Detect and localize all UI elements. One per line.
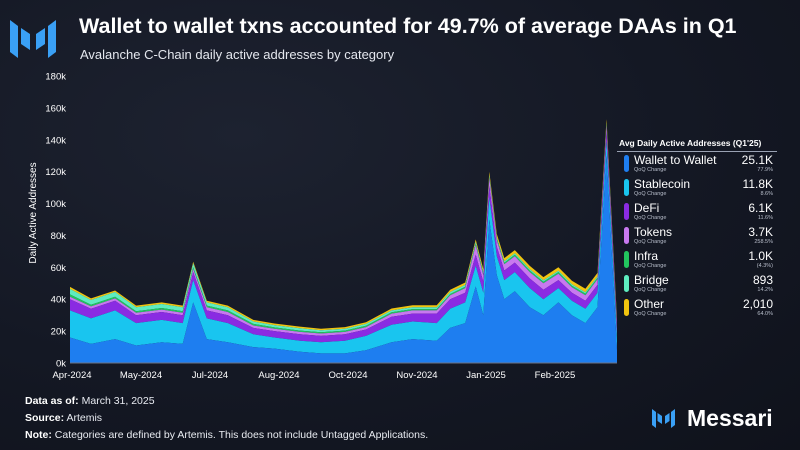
legend-item-bridge: Bridge QoQ Change 893 14.2% bbox=[617, 272, 777, 296]
legend-label: Wallet to Wallet bbox=[634, 153, 717, 167]
y-tick-label: 140k bbox=[45, 135, 66, 146]
legend-title: Avg Daily Active Addresses (Q1'25) bbox=[617, 138, 777, 152]
legend-sublabel: QoQ Change bbox=[634, 287, 667, 293]
legend-value: 11.8K bbox=[742, 177, 773, 191]
legend-item-tokens: Tokens QoQ Change 3.7K 258.5% bbox=[617, 224, 777, 248]
legend-swatch bbox=[624, 299, 629, 316]
legend-change: 11.6% bbox=[757, 215, 773, 221]
footer-note-label: Note: bbox=[25, 429, 52, 441]
legend-item-stablecoin: Stablecoin QoQ Change 11.8K 8.6% bbox=[617, 176, 777, 200]
y-tick-label: 60k bbox=[51, 263, 67, 274]
legend-label: Bridge bbox=[634, 273, 669, 287]
legend-sublabel: QoQ Change bbox=[634, 215, 667, 221]
brand-name: Messari bbox=[687, 405, 773, 431]
legend-sublabel: QoQ Change bbox=[634, 263, 667, 269]
legend-swatch bbox=[624, 251, 629, 268]
legend-sublabel: QoQ Change bbox=[634, 311, 667, 317]
footer-note: Note: Categories are defined by Artemis.… bbox=[25, 429, 428, 441]
area-series-stablecoin bbox=[70, 141, 617, 354]
legend-value: 3.7K bbox=[748, 225, 773, 239]
legend-value: 893 bbox=[752, 273, 773, 287]
legend-label: DeFi bbox=[634, 201, 660, 215]
legend-change: 77.9% bbox=[757, 167, 773, 173]
legend-sublabel: QoQ Change bbox=[634, 239, 667, 245]
legend-item-other: Other QoQ Change 2,010 64.0% bbox=[617, 296, 777, 320]
legend-change: (4.3%) bbox=[756, 263, 773, 269]
footer-source-label: Source: bbox=[25, 412, 65, 424]
y-tick-label: 100k bbox=[45, 199, 66, 210]
legend-change: 8.6% bbox=[760, 191, 773, 197]
area-series-wallet-to-wallet bbox=[70, 155, 617, 363]
legend-swatch bbox=[624, 203, 629, 220]
footer-note-value: Categories are defined by Artemis. This … bbox=[54, 429, 429, 441]
page-title: Wallet to wallet txns accounted for 49.7… bbox=[79, 14, 737, 38]
legend-value: 2,010 bbox=[742, 297, 773, 311]
x-tick-label: Jul-2024 bbox=[192, 370, 228, 381]
legend-swatch bbox=[624, 227, 629, 244]
footer-data-as-of: Data as of: March 31, 2025 bbox=[25, 395, 155, 407]
y-tick-label: 80k bbox=[51, 231, 67, 242]
y-tick-label: 160k bbox=[45, 103, 66, 114]
legend-swatch bbox=[624, 275, 629, 292]
legend-label: Infra bbox=[634, 249, 659, 263]
legend-change: 258.5% bbox=[754, 239, 773, 245]
legend: Avg Daily Active Addresses (Q1'25) Walle… bbox=[617, 138, 777, 320]
legend-value: 6.1K bbox=[748, 201, 773, 215]
y-axis-label: Daily Active Addresses bbox=[28, 162, 39, 263]
legend-label: Stablecoin bbox=[634, 177, 691, 191]
legend-change: 14.2% bbox=[757, 287, 773, 293]
x-tick-label: May-2024 bbox=[120, 370, 162, 381]
legend-sublabel: QoQ Change bbox=[634, 191, 667, 197]
page-subtitle: Avalanche C-Chain daily active addresses… bbox=[80, 47, 395, 62]
y-tick-label: 180k bbox=[45, 72, 66, 83]
messari-logo-icon bbox=[10, 20, 56, 58]
legend-item-wallet-to-wallet: Wallet to Wallet QoQ Change 25.1K 77.9% bbox=[617, 152, 777, 176]
x-tick-label: Nov-2024 bbox=[396, 370, 437, 381]
x-tick-label: Aug-2024 bbox=[258, 370, 299, 381]
legend-label: Other bbox=[634, 297, 665, 311]
legend-label: Tokens bbox=[634, 225, 673, 239]
legend-value: 25.1K bbox=[741, 153, 773, 167]
footer-source-value: Artemis bbox=[66, 412, 103, 424]
y-tick-label: 120k bbox=[45, 167, 66, 178]
footer-data-label: Data as of: bbox=[25, 395, 79, 407]
legend-item-defi: DeFi QoQ Change 6.1K 11.6% bbox=[617, 200, 777, 224]
y-tick-label: 40k bbox=[51, 295, 67, 306]
y-tick-label: 20k bbox=[51, 327, 67, 338]
x-tick-label: Apr-2024 bbox=[52, 370, 91, 381]
legend-item-infra: Infra QoQ Change 1.0K (4.3%) bbox=[617, 248, 777, 272]
x-tick-label: Jan-2025 bbox=[466, 370, 506, 381]
legend-change: 64.0% bbox=[757, 311, 773, 317]
messari-logo-icon bbox=[652, 409, 675, 428]
legend-sublabel: QoQ Change bbox=[634, 167, 667, 173]
x-tick-label: Feb-2025 bbox=[535, 370, 576, 381]
footer-data-value: March 31, 2025 bbox=[81, 395, 155, 407]
legend-value: 1.0K bbox=[748, 249, 773, 263]
legend-swatch bbox=[624, 155, 629, 172]
x-tick-label: Oct-2024 bbox=[328, 370, 367, 381]
legend-swatch bbox=[624, 179, 629, 196]
y-tick-label: 0k bbox=[56, 359, 66, 370]
footer-source: Source: Artemis bbox=[25, 412, 102, 424]
